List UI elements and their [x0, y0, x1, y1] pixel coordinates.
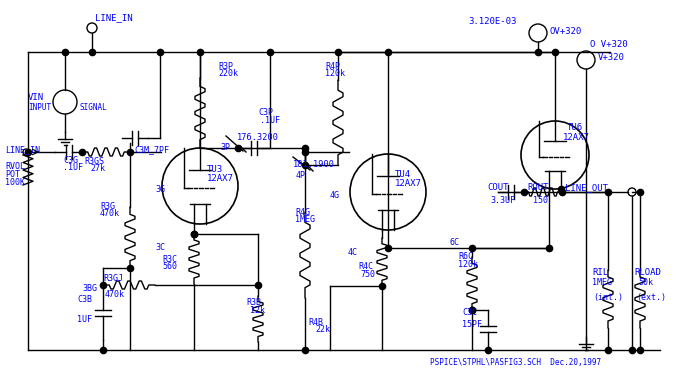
Text: 3C: 3C — [155, 243, 165, 252]
Text: 4G: 4G — [330, 191, 340, 200]
Circle shape — [628, 188, 636, 196]
Text: LINE_IN: LINE_IN — [95, 13, 132, 22]
Text: O V+320: O V+320 — [590, 40, 628, 49]
Text: 3P: 3P — [220, 143, 230, 152]
Circle shape — [529, 24, 547, 42]
Text: 12AX7: 12AX7 — [395, 179, 422, 188]
Text: 181.1900: 181.1900 — [293, 160, 335, 169]
Text: 1UF: 1UF — [77, 315, 92, 324]
Text: COUT: COUT — [487, 183, 508, 192]
Text: 12AX7: 12AX7 — [207, 174, 234, 183]
Text: R6C: R6C — [458, 252, 473, 261]
Text: 22k: 22k — [315, 325, 330, 334]
Text: 176.3200: 176.3200 — [237, 133, 279, 142]
Circle shape — [577, 51, 595, 69]
Circle shape — [53, 90, 77, 114]
Text: ROUT: ROUT — [527, 183, 548, 192]
Text: 120k: 120k — [458, 260, 478, 269]
Circle shape — [162, 148, 238, 224]
Text: 560: 560 — [162, 262, 177, 271]
Text: TU4: TU4 — [395, 170, 411, 179]
Text: 470k: 470k — [100, 209, 120, 218]
Text: R3GJ: R3GJ — [103, 274, 123, 283]
Text: RLOAD: RLOAD — [634, 268, 661, 277]
Text: R3C: R3C — [162, 255, 177, 264]
Text: C3G: C3G — [63, 156, 78, 165]
Text: TU3: TU3 — [207, 165, 223, 174]
Text: 1MEG: 1MEG — [592, 278, 612, 287]
Text: V+320: V+320 — [598, 53, 625, 62]
Text: R3B: R3B — [246, 298, 261, 307]
Text: 3BG: 3BG — [82, 284, 97, 293]
Text: RIL: RIL — [592, 268, 608, 277]
Text: OV+320: OV+320 — [550, 27, 582, 36]
Text: .1UF: .1UF — [260, 116, 280, 125]
Text: LINE_IN: LINE_IN — [5, 145, 40, 154]
Text: .1UF: .1UF — [63, 163, 83, 172]
Text: TU6: TU6 — [567, 123, 583, 132]
Text: 470k: 470k — [105, 290, 125, 299]
Text: 100K: 100K — [5, 178, 25, 187]
Text: C3M_7PF: C3M_7PF — [134, 145, 169, 154]
Text: 150: 150 — [533, 196, 548, 205]
Text: R4P: R4P — [325, 62, 340, 71]
Text: 3G: 3G — [155, 185, 165, 194]
Text: SIGNAL: SIGNAL — [79, 103, 107, 112]
Text: (int.): (int.) — [593, 293, 623, 302]
Text: RVOL: RVOL — [5, 162, 25, 171]
Text: R3P: R3P — [218, 62, 233, 71]
Circle shape — [87, 23, 97, 33]
Circle shape — [23, 149, 29, 155]
Text: 6C: 6C — [450, 238, 460, 247]
Circle shape — [521, 121, 589, 189]
Text: R4C: R4C — [358, 262, 373, 271]
Text: C3C: C3C — [462, 308, 477, 317]
Text: R3G: R3G — [100, 202, 115, 211]
Text: LINE_OUT: LINE_OUT — [565, 183, 608, 192]
Text: POT: POT — [5, 170, 20, 179]
Text: 220k: 220k — [218, 69, 238, 78]
Text: VIN: VIN — [28, 93, 44, 102]
Text: C3P: C3P — [258, 108, 273, 117]
Text: 50k: 50k — [638, 278, 653, 287]
Text: 27k: 27k — [90, 164, 105, 173]
Text: 3.3UF: 3.3UF — [490, 196, 515, 205]
Text: 1MEG: 1MEG — [295, 215, 315, 224]
Text: R4B: R4B — [308, 318, 323, 327]
Text: INPUT: INPUT — [28, 103, 51, 112]
Text: 4P: 4P — [296, 171, 306, 180]
Text: 750: 750 — [360, 270, 375, 279]
Circle shape — [350, 154, 426, 230]
Text: (ext.): (ext.) — [636, 293, 666, 302]
Text: 12AX7: 12AX7 — [563, 133, 590, 142]
Text: 3.120E-03: 3.120E-03 — [468, 17, 516, 26]
Text: C3B: C3B — [77, 295, 92, 304]
Text: 15PF: 15PF — [462, 320, 482, 329]
Text: 12k: 12k — [250, 306, 265, 315]
Text: PSPICE\STPHL\PASFIG3.SCH  Dec.20,1997: PSPICE\STPHL\PASFIG3.SCH Dec.20,1997 — [430, 358, 601, 367]
Text: R3GS: R3GS — [84, 157, 104, 166]
Text: R4G: R4G — [295, 208, 310, 217]
Text: 4C: 4C — [348, 248, 358, 257]
Text: 120k: 120k — [325, 69, 345, 78]
